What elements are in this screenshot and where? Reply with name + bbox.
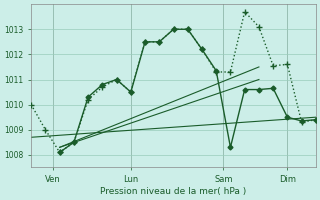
X-axis label: Pression niveau de la mer( hPa ): Pression niveau de la mer( hPa )	[100, 187, 247, 196]
